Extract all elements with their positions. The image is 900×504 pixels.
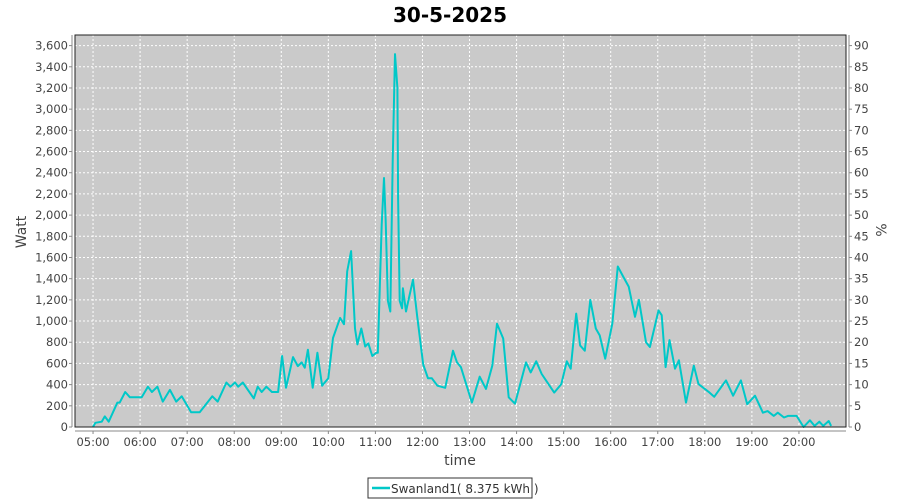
y2-axis-label: % <box>872 223 888 236</box>
y-tick-label: 1,800 <box>35 229 68 243</box>
y2-tick-label: 15 <box>854 356 869 370</box>
y-tick-label: 2,600 <box>35 145 68 159</box>
y-tick-label: 1,200 <box>35 293 68 307</box>
y-axis-label: Watt <box>14 215 30 248</box>
y-tick-label: 2,200 <box>35 187 68 201</box>
x-tick-label: 15:00 <box>547 435 580 449</box>
x-tick-label: 09:00 <box>265 435 298 449</box>
x-tick-label: 07:00 <box>171 435 204 449</box>
x-tick-label: 14:00 <box>500 435 533 449</box>
y-tick-label: 3,600 <box>35 39 68 53</box>
x-axis: 05:00 06:00 07:00 08:00 09:00 10:00 11:00 12:00… <box>75 430 846 449</box>
x-tick-label: 18:00 <box>688 435 721 449</box>
x-tick-label: 19:00 <box>735 435 768 449</box>
y2-tick-label: 20 <box>854 335 869 349</box>
y-axis-right: 0 5 10 15 20 25 30 35 40 45 50 55 60 65 70 75 80 85 90 <box>848 35 869 434</box>
x-tick-label: 13:00 <box>453 435 486 449</box>
y2-tick-label: 50 <box>854 208 869 222</box>
y-tick-label: 400 <box>46 378 68 392</box>
y-tick-label: 1,600 <box>35 250 68 264</box>
y2-tick-label: 30 <box>854 293 869 307</box>
x-tick-label: 05:00 <box>76 435 109 449</box>
plot-border <box>74 34 847 428</box>
y-tick-label: 2,800 <box>35 123 68 137</box>
series-line <box>92 53 832 428</box>
y2-tick-label: 0 <box>854 420 861 434</box>
y2-tick-label: 40 <box>854 250 869 264</box>
x-tick-label: 20:00 <box>782 435 815 449</box>
y2-tick-label: 35 <box>854 272 869 286</box>
y-tick-label: 1,000 <box>35 314 68 328</box>
x-tick-label: 08:00 <box>218 435 251 449</box>
y2-tick-label: 55 <box>854 187 869 201</box>
legend-label: Swanland1( 8.375 kWh ) <box>391 482 539 496</box>
y2-tick-label: 60 <box>854 166 869 180</box>
y2-tick-label: 10 <box>854 378 869 392</box>
y2-tick-label: 90 <box>854 39 869 53</box>
x-tick-label: 10:00 <box>312 435 345 449</box>
x-tick-label: 11:00 <box>359 435 392 449</box>
y2-tick-label: 75 <box>854 102 869 116</box>
y-tick-label: 2,000 <box>35 208 68 222</box>
y2-tick-label: 45 <box>854 229 869 243</box>
x-tick-label: 16:00 <box>594 435 627 449</box>
y-tick-label: 800 <box>46 335 68 349</box>
chart-title: 30-5-2025 <box>393 3 507 27</box>
y-tick-label: 0 <box>61 420 68 434</box>
grid <box>75 35 846 428</box>
y2-tick-label: 65 <box>854 145 869 159</box>
x-tick-label: 17:00 <box>641 435 674 449</box>
x-tick-label: 06:00 <box>124 435 157 449</box>
y2-tick-label: 85 <box>854 60 869 74</box>
y-tick-label: 3,000 <box>35 102 68 116</box>
y-axis-left: 0 200 400 600 800 1,000 1,200 1,400 1,600 1,800 2,… <box>35 35 73 434</box>
y-tick-label: 1,400 <box>35 272 68 286</box>
y2-tick-label: 80 <box>854 81 869 95</box>
y-tick-label: 3,200 <box>35 81 68 95</box>
y2-tick-label: 70 <box>854 123 869 137</box>
plot-area <box>75 35 846 427</box>
legend: Swanland1( 8.375 kWh ) <box>367 477 539 499</box>
y-tick-label: 2,400 <box>35 166 68 180</box>
x-axis-label: time <box>444 453 476 469</box>
y2-tick-label: 5 <box>854 399 861 413</box>
y2-tick-label: 25 <box>854 314 869 328</box>
y-tick-label: 600 <box>46 356 68 370</box>
y-tick-label: 3,400 <box>35 60 68 74</box>
y-tick-label: 200 <box>46 399 68 413</box>
x-tick-label: 12:00 <box>406 435 439 449</box>
